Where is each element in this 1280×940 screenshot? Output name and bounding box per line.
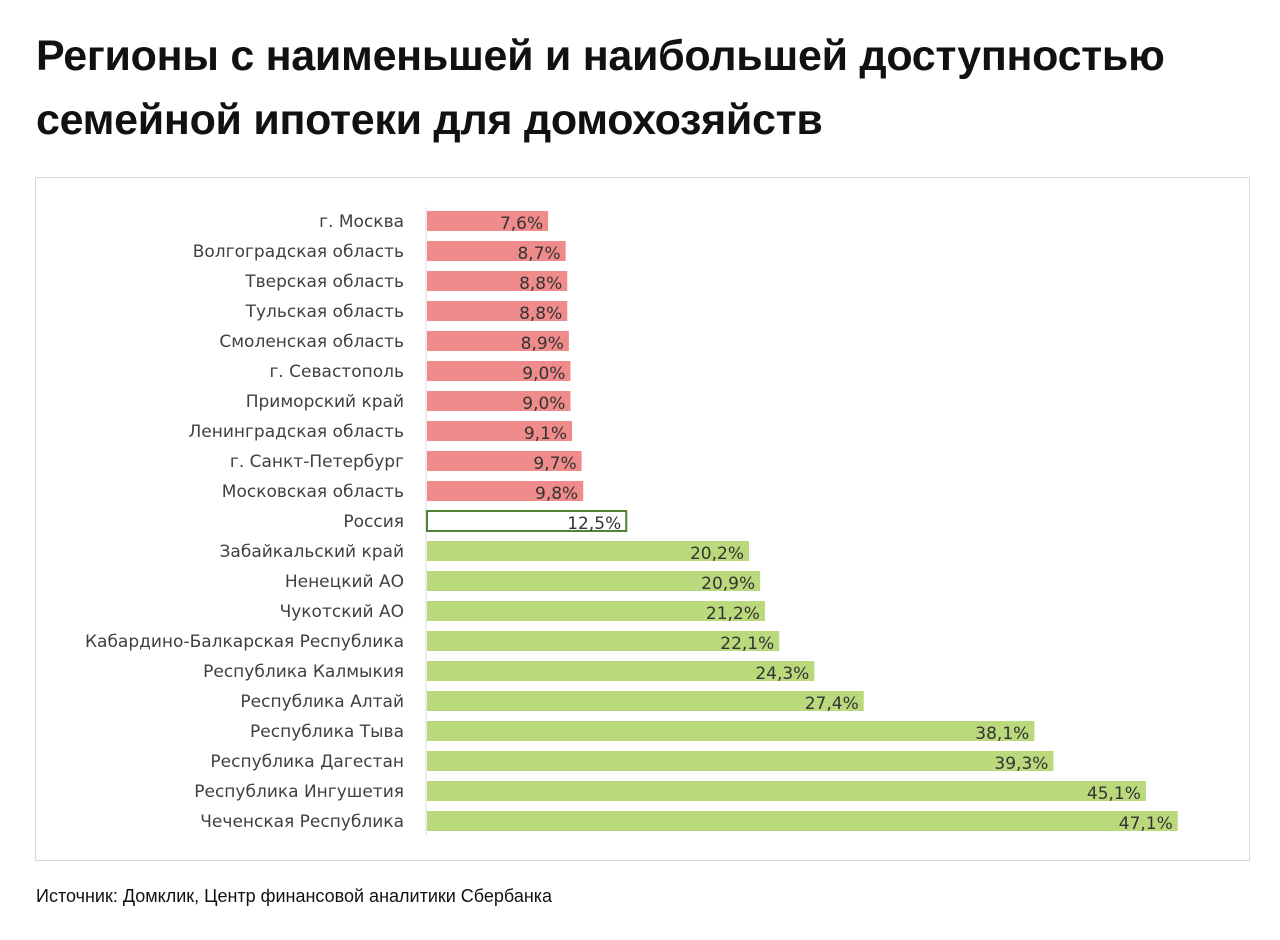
category-label: Тверская область: [244, 272, 404, 292]
category-label: Кабардино-Балкарская Республика: [85, 632, 404, 652]
data-label: 9,8%: [535, 484, 578, 504]
data-label: 9,0%: [522, 364, 565, 384]
bar: [427, 691, 864, 711]
data-label: 27,4%: [805, 694, 859, 714]
category-label: Московская область: [222, 482, 404, 502]
bar: [427, 301, 568, 321]
category-label: г. Севастополь: [269, 362, 404, 382]
bar: [426, 510, 628, 532]
category-label: Республика Дагестан: [210, 752, 404, 772]
category-label: Приморский край: [246, 392, 404, 412]
category-label: Ненецкий АО: [285, 572, 404, 592]
data-label: 20,9%: [701, 574, 755, 594]
data-label: 9,7%: [533, 454, 576, 474]
category-label: г. Санкт-Петербург: [230, 452, 404, 472]
data-label: 39,3%: [994, 754, 1048, 774]
category-label: Забайкальский край: [220, 542, 404, 562]
bar: [427, 781, 1146, 801]
category-label: Россия: [343, 512, 404, 532]
data-label: 21,2%: [706, 604, 760, 624]
category-label: Республика Алтай: [240, 692, 404, 712]
bar: [427, 811, 1178, 831]
category-label: Чеченская Республика: [200, 812, 404, 832]
category-label: Республика Ингушетия: [194, 782, 404, 802]
data-label: 8,9%: [521, 334, 564, 354]
data-label: 45,1%: [1087, 784, 1141, 804]
data-label: 9,1%: [524, 424, 567, 444]
data-label: 47,1%: [1119, 814, 1173, 834]
category-label: Тульская область: [245, 302, 404, 322]
data-label: 24,3%: [755, 664, 809, 684]
data-label: 20,2%: [690, 544, 744, 564]
category-label: Чукотский АО: [280, 602, 404, 622]
data-label: 12,5%: [567, 514, 621, 534]
chart-title: Регионы с наименьшей и наибольшей доступ…: [36, 32, 1165, 144]
data-label: 8,8%: [519, 274, 562, 294]
bar: [427, 571, 761, 591]
bar: [427, 751, 1054, 771]
bar-chart: г. Москва 7,6% Волгоградская область 8,7% Тв…: [85, 207, 1178, 835]
category-label: Ленинградская область: [188, 422, 404, 442]
bar: [427, 541, 749, 561]
bar: [427, 361, 571, 381]
bar: [427, 211, 549, 231]
data-label: 9,0%: [522, 394, 565, 414]
bar: [427, 271, 568, 291]
bar: [427, 421, 573, 441]
bar: [427, 451, 582, 471]
data-label: 8,8%: [519, 304, 562, 324]
data-label: 38,1%: [975, 724, 1029, 744]
chart-frame: г. Москва 7,6% Волгоградская область 8,7% Тв…: [35, 177, 1250, 861]
bar: [427, 631, 780, 651]
category-label: Республика Тыва: [250, 722, 404, 742]
data-label: 22,1%: [720, 634, 774, 654]
bar: [427, 331, 569, 351]
category-label: Смоленская область: [219, 332, 404, 352]
data-label: 8,7%: [517, 244, 560, 264]
data-label: 7,6%: [500, 214, 543, 234]
source-note: Источник: Домклик, Центр финансовой анал…: [36, 886, 553, 906]
category-label: г. Москва: [319, 212, 404, 232]
bar: [427, 601, 765, 621]
category-label: Республика Калмыкия: [203, 662, 404, 682]
category-label: Волгоградская область: [193, 242, 404, 262]
bar: [427, 481, 584, 501]
bar: [427, 721, 1035, 741]
bar: [427, 661, 815, 681]
bar: [427, 391, 571, 411]
bar: [427, 241, 566, 261]
